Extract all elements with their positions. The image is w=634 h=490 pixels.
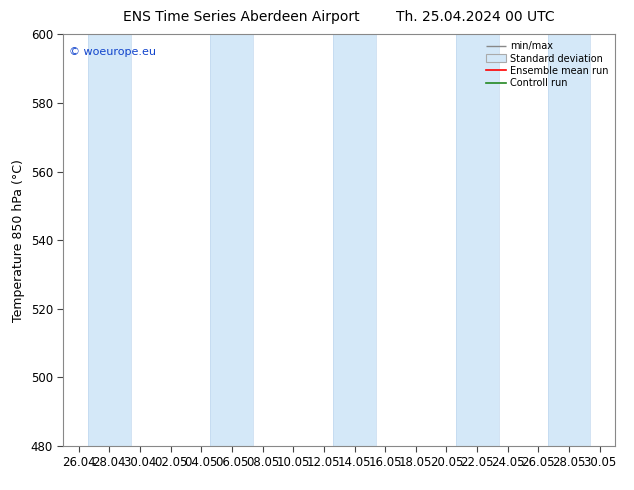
Bar	[88, 34, 131, 446]
Y-axis label: Temperature 850 hPa (°C): Temperature 850 hPa (°C)	[12, 159, 25, 321]
Bar	[548, 34, 590, 446]
Legend: min/max, Standard deviation, Ensemble mean run, Controll run: min/max, Standard deviation, Ensemble me…	[484, 39, 610, 90]
Bar	[333, 34, 376, 446]
Text: ENS Time Series Aberdeen Airport: ENS Time Series Aberdeen Airport	[122, 10, 359, 24]
Bar	[456, 34, 498, 446]
Text: © woeurope.eu: © woeurope.eu	[69, 47, 156, 57]
Bar	[210, 34, 254, 446]
Text: Th. 25.04.2024 00 UTC: Th. 25.04.2024 00 UTC	[396, 10, 555, 24]
